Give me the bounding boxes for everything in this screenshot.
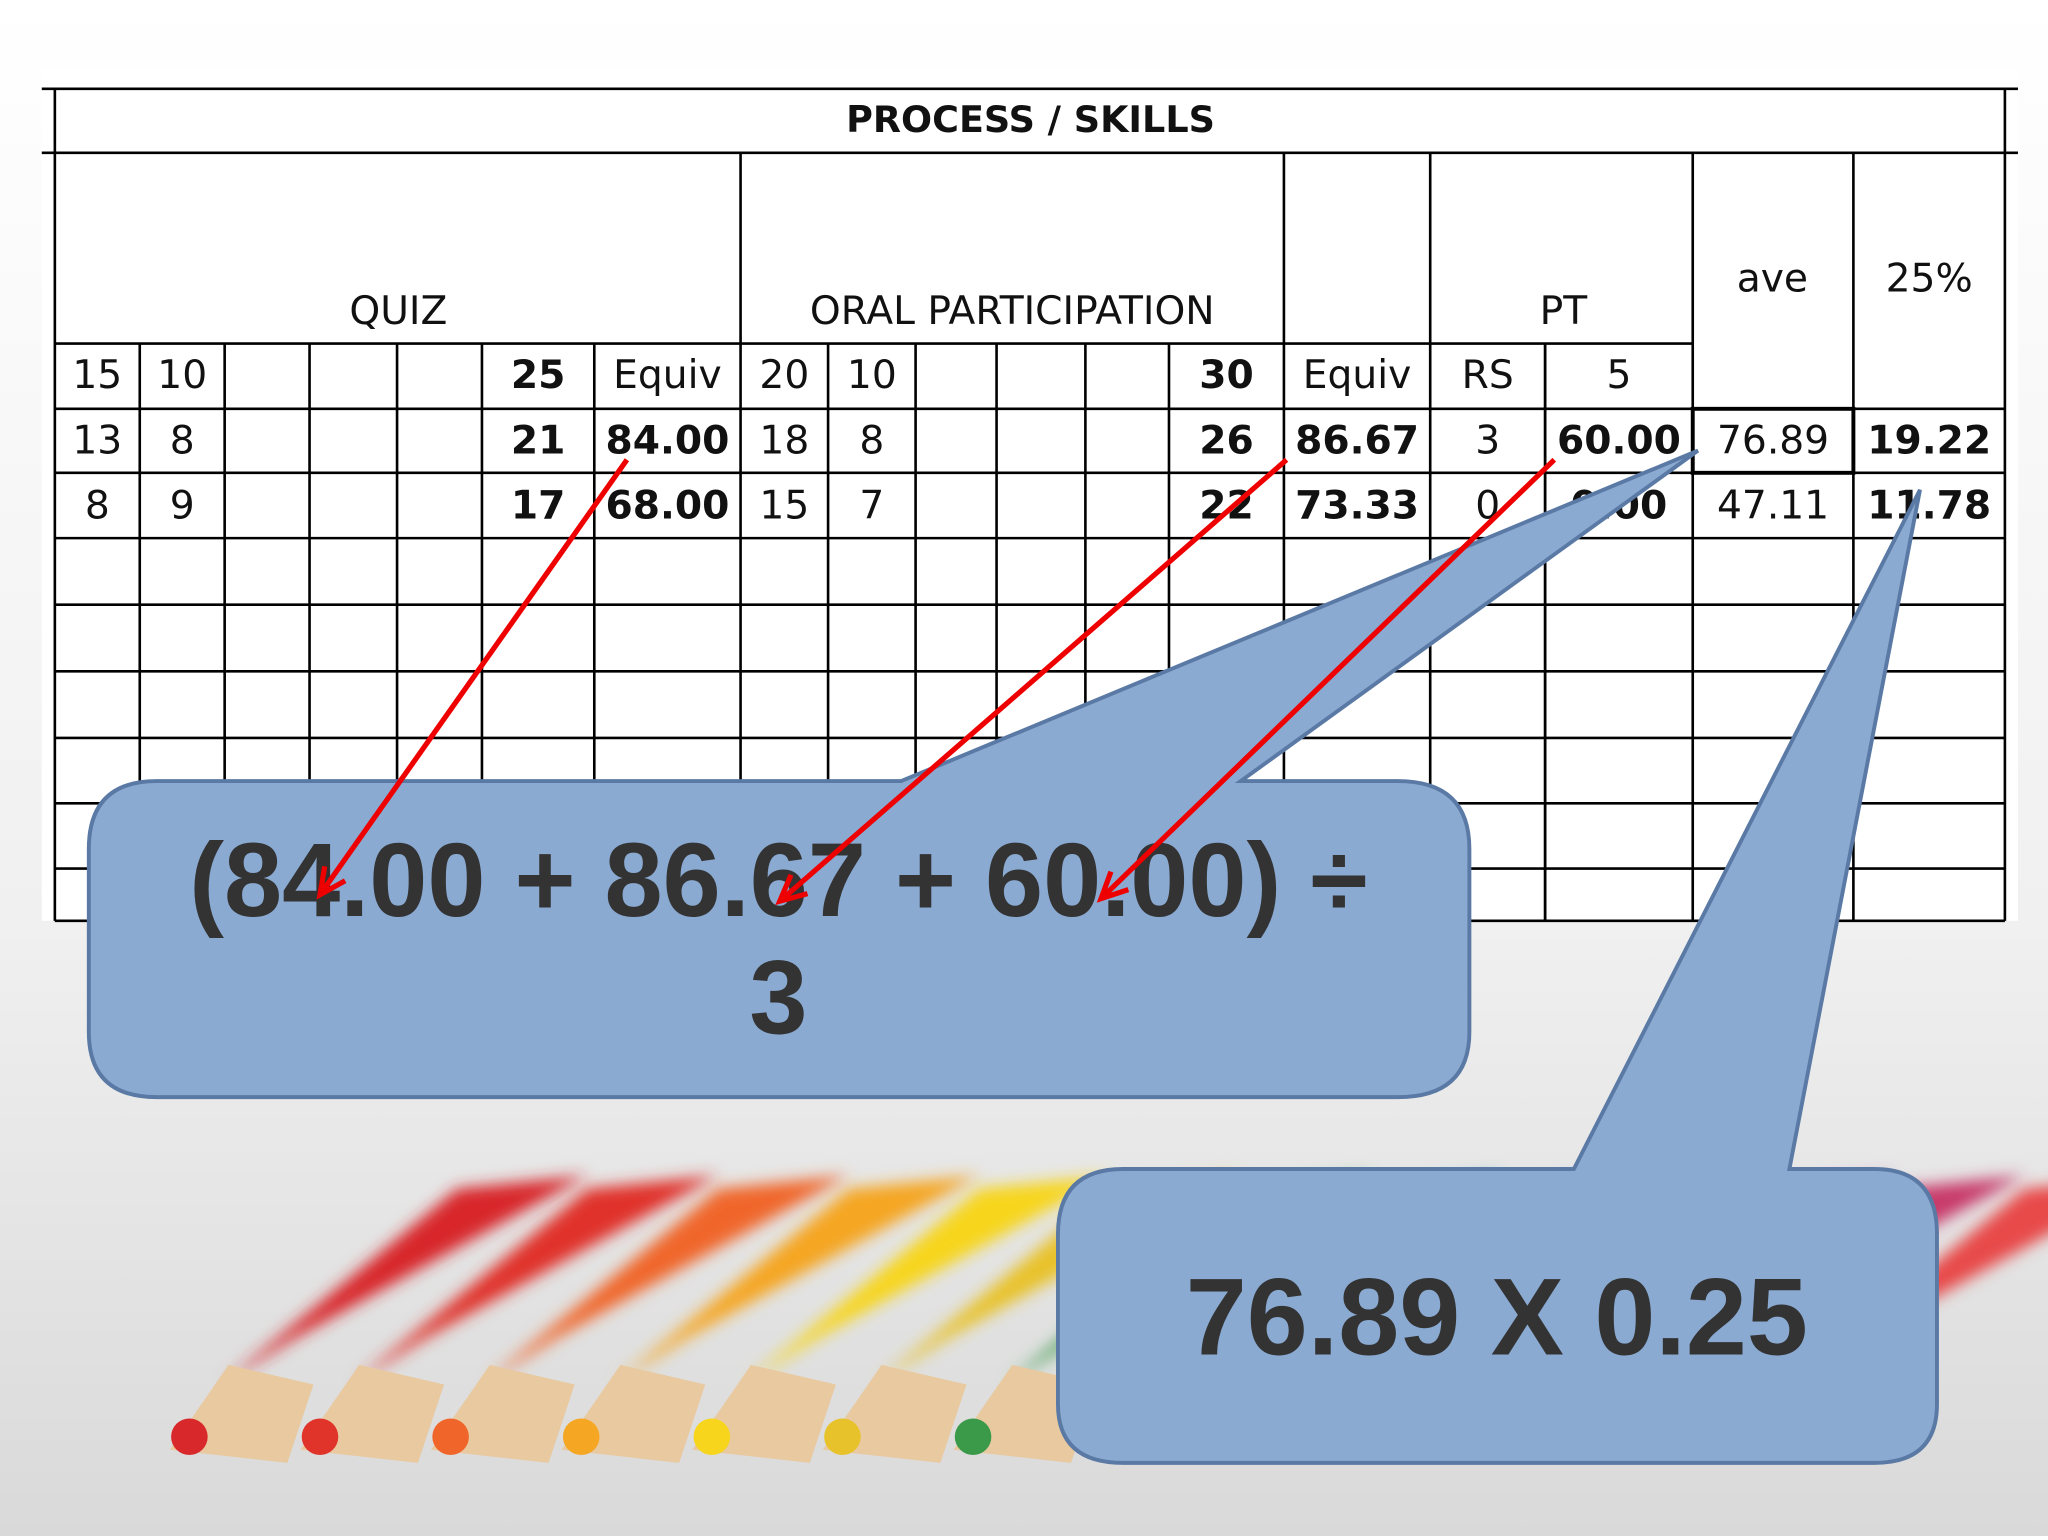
header-cell: 25 (511, 353, 566, 398)
callout-bubble (86, 448, 1700, 1100)
table-cells: PROCESS / SKILLS QUIZ ORAL PARTICIPATION PT… (72, 98, 1991, 529)
data-cell: 26 (1199, 418, 1254, 463)
callout-text: (84.00 + 86.67 + 60.00) ÷ (189, 822, 1367, 939)
data-cell: 8 (85, 484, 110, 529)
pencil-tip (562, 1418, 600, 1456)
group-header: PT (1540, 289, 1589, 334)
group-header: QUIZ (349, 289, 447, 334)
data-cell: 8 (859, 418, 884, 463)
pencil-tip (432, 1418, 469, 1456)
data-cell: 68.00 (605, 484, 729, 529)
data-cell: 3 (1475, 418, 1500, 463)
header-cell: Equiv (613, 353, 722, 398)
arrow-shaft (778, 457, 1289, 904)
data-cell: 11.78 (1867, 484, 1991, 529)
arrow-head (316, 865, 347, 900)
data-cell: 76.89 (1717, 418, 1829, 463)
pencil-tip (171, 1418, 208, 1456)
arrow-shaft (1099, 457, 1557, 901)
group-header: 25% (1886, 256, 1973, 301)
header-cell: 5 (1606, 353, 1631, 398)
data-cell: 84.00 (605, 418, 729, 463)
arrow-head (775, 873, 809, 906)
header-cell: RS (1462, 353, 1514, 398)
pencil-tip (301, 1418, 339, 1456)
callout-text: 3 (749, 939, 807, 1056)
data-cell: 8 (170, 418, 195, 463)
data-cell: 86.67 (1295, 418, 1419, 463)
header-cell: 10 (157, 353, 207, 398)
table-title: PROCESS / SKILLS (846, 98, 1215, 141)
pencil-tip (954, 1418, 992, 1456)
header-cell: Equiv (1303, 353, 1412, 398)
arrow-head (1096, 870, 1130, 903)
data-cell: 13 (72, 418, 122, 463)
callout-text: 76.89 X 0.25 (1186, 1257, 1808, 1379)
selected-cell (1690, 406, 1856, 475)
header-cell: 15 (72, 353, 122, 398)
data-cell: 22 (1199, 484, 1254, 529)
data-cell: 18 (759, 418, 809, 463)
callout-bubble (1056, 488, 1939, 1465)
data-cell: 73.33 (1295, 484, 1419, 529)
header-cell: 30 (1199, 353, 1254, 398)
data-cell: 19.22 (1867, 418, 1991, 463)
data-cell: 17 (511, 484, 566, 529)
data-cell: 7 (859, 484, 884, 529)
header-cell: 20 (759, 353, 809, 398)
data-cell: 21 (511, 418, 566, 463)
arrow-shaft (317, 458, 630, 897)
arrows (316, 457, 1557, 906)
pencil-tip (693, 1418, 731, 1456)
callouts: (84.00 + 86.67 + 60.00) ÷3 76.89 X 0.25 (86, 448, 1939, 1465)
data-cell: 47.11 (1717, 484, 1829, 529)
group-header: ave (1737, 256, 1808, 301)
data-cell: 60.00 (1557, 418, 1681, 463)
group-header: ORAL PARTICIPATION (810, 289, 1215, 334)
data-cell: 9 (170, 484, 195, 529)
header-cell: 10 (847, 353, 897, 398)
data-cell: 15 (759, 484, 809, 529)
pencil-tip (824, 1418, 861, 1456)
